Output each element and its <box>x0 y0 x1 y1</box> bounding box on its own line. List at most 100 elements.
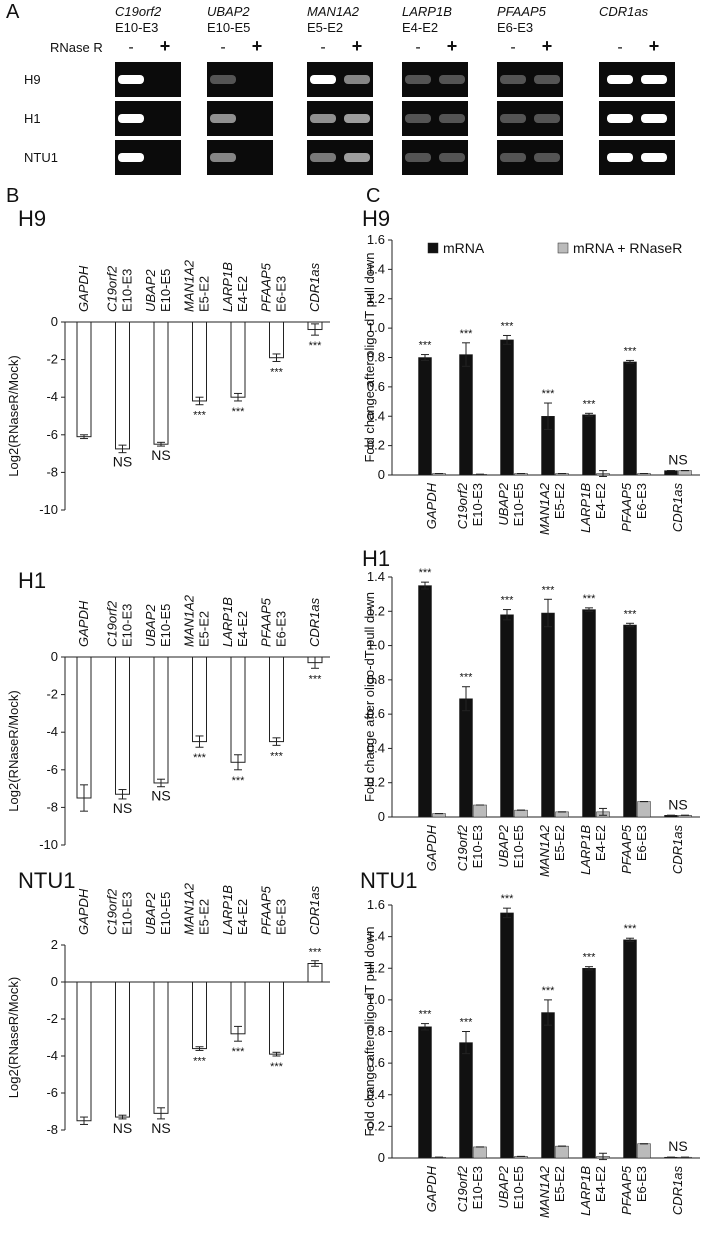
category-label: PFAAP5 <box>259 262 274 312</box>
lane-label: - <box>415 39 420 56</box>
category-sublabel: E10-E5 <box>511 825 526 868</box>
category-label: UBAP2 <box>496 482 511 525</box>
bar <box>115 321 130 450</box>
category-label: MAN1A2 <box>537 1165 552 1218</box>
gel-band <box>310 153 336 162</box>
gel-band <box>534 75 560 84</box>
category-sublabel: E10-E5 <box>511 1166 526 1209</box>
gel-band <box>310 75 336 84</box>
y-tick-label: 0.6 <box>367 379 385 394</box>
bar <box>418 585 432 818</box>
bar <box>76 656 92 799</box>
y-tick-label: 1.6 <box>367 897 385 912</box>
gel-band <box>344 75 370 84</box>
annotation: *** <box>501 595 515 607</box>
lane-label: + <box>352 36 363 56</box>
category-sublabel: E4-E2 <box>593 825 608 861</box>
gel-image <box>402 101 468 136</box>
gel-band <box>310 114 336 123</box>
row-label: H1 <box>24 111 41 126</box>
annotation: *** <box>270 750 284 762</box>
y-tick-label: -10 <box>39 502 58 517</box>
category-label: CDR1as <box>307 885 322 935</box>
bar <box>582 609 596 818</box>
lane-label: - <box>220 39 225 56</box>
lane-label: - <box>617 39 622 56</box>
category-sublabel: E10-E3 <box>470 1166 485 1209</box>
y-tick-label: 1.4 <box>367 261 385 276</box>
gel-band <box>439 75 465 84</box>
y-tick-label: -6 <box>46 762 58 777</box>
gel-band <box>607 153 633 162</box>
gel-band <box>500 153 526 162</box>
category-sublabel: E10-E5 <box>158 892 173 935</box>
bar <box>192 656 207 743</box>
y-tick-label: 0.4 <box>367 408 385 423</box>
annotation: *** <box>501 320 515 332</box>
category-label: LARP1B <box>220 597 235 647</box>
bar <box>541 612 555 818</box>
y-tick-label: -2 <box>46 352 58 367</box>
y-tick-label: 2 <box>51 937 58 952</box>
lane-label: + <box>447 36 458 56</box>
annotation: NS <box>151 447 170 463</box>
legend-label: mRNA <box>443 240 485 256</box>
category-label: LARP1B <box>220 885 235 935</box>
gel-band <box>439 153 465 162</box>
bar <box>473 1146 487 1159</box>
category-label: CDR1as <box>670 825 685 875</box>
legend-swatch <box>557 242 569 254</box>
bar <box>269 656 284 743</box>
gel-band <box>210 153 236 162</box>
y-tick-label: 0.2 <box>367 438 385 453</box>
gel-image <box>497 62 563 97</box>
y-axis-label: Log2(RNaseR/Mock) <box>6 977 21 1098</box>
category-label: GAPDH <box>424 482 439 529</box>
bar <box>678 470 692 476</box>
y-tick-label: -10 <box>39 837 58 852</box>
panel-label: B <box>6 185 19 207</box>
bar <box>555 811 569 818</box>
category-label: UBAP2 <box>496 1165 511 1208</box>
category-label: PFAAP5 <box>619 1165 634 1215</box>
exon-label: E4-E2 <box>402 20 438 35</box>
bar <box>269 981 284 1055</box>
y-tick-label: -6 <box>46 427 58 442</box>
category-sublabel: E5-E2 <box>552 1166 567 1202</box>
annotation: *** <box>583 952 597 964</box>
gel-band <box>118 153 144 162</box>
category-sublabel: E10-E3 <box>470 825 485 868</box>
y-tick-label: 1.4 <box>367 569 385 584</box>
category-label: LARP1B <box>578 825 593 875</box>
bar <box>500 614 514 818</box>
annotation: *** <box>270 366 284 378</box>
bar <box>459 354 473 476</box>
category-sublabel: E5-E2 <box>552 825 567 861</box>
category-label: C19orf2 <box>455 482 470 529</box>
panel-label: A <box>6 1 20 23</box>
category-label: LARP1B <box>578 1166 593 1216</box>
category-label: CDR1as <box>670 483 685 533</box>
annotation: NS <box>113 800 132 816</box>
gel-band <box>641 114 667 123</box>
gel-band <box>500 114 526 123</box>
annotation: *** <box>232 406 246 418</box>
y-axis-label: Log2(RNaseR/Mock) <box>6 690 21 811</box>
y-axis-label: Fold change after oligo-dT pull down <box>362 252 377 462</box>
annotation: *** <box>624 345 638 357</box>
bar <box>269 321 284 359</box>
annotation: *** <box>624 923 638 935</box>
annotation: *** <box>542 584 556 596</box>
y-tick-label: 0.8 <box>367 672 385 687</box>
legend-swatch <box>427 242 439 254</box>
y-tick-label: -8 <box>46 464 58 479</box>
annotation: NS <box>668 452 687 468</box>
category-label: C19orf2 <box>105 600 120 647</box>
lane-label: + <box>649 36 660 56</box>
bar <box>514 809 528 818</box>
bar <box>473 804 487 818</box>
category-label: C19orf2 <box>455 1165 470 1212</box>
category-sublabel: E10-E3 <box>120 269 135 312</box>
bar <box>115 981 130 1118</box>
